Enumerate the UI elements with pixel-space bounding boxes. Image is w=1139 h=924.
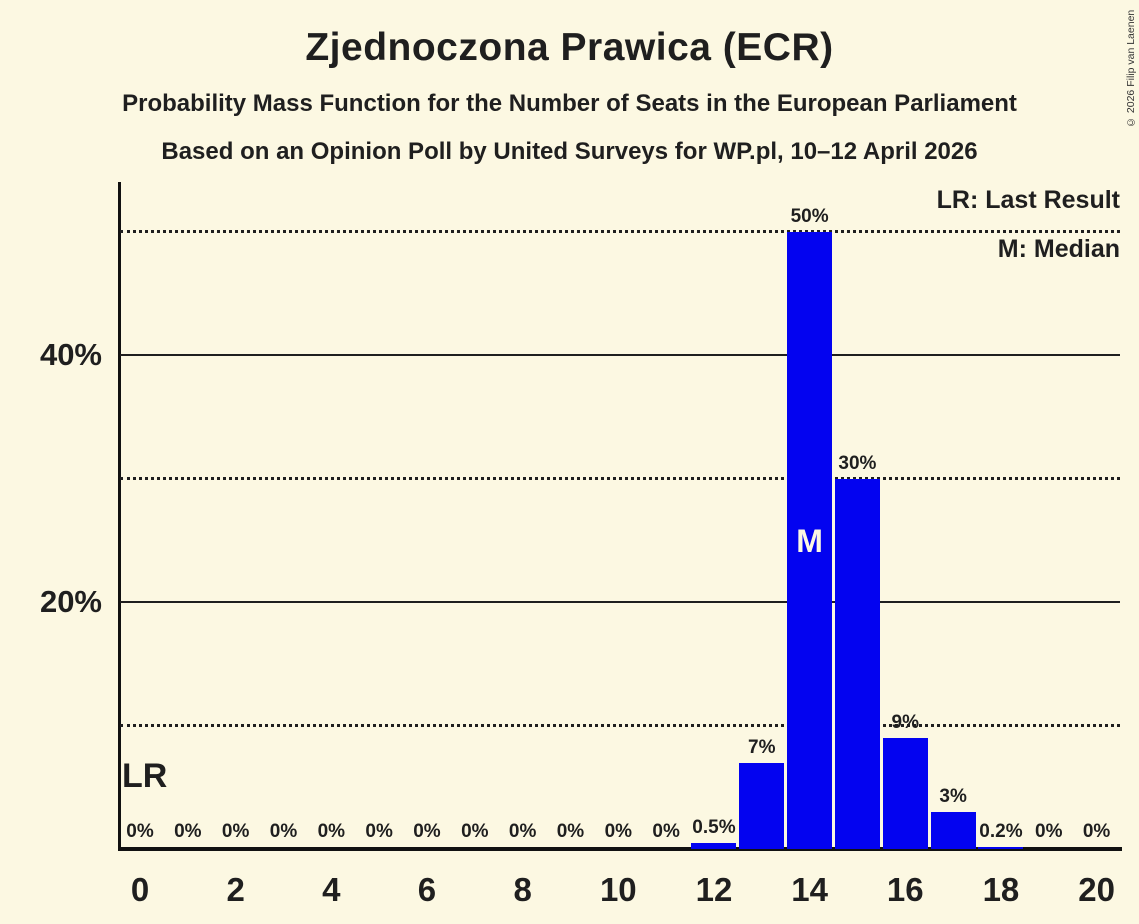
bar-value-label-seat-0: 0% xyxy=(126,821,154,842)
x-tick-seat-6: 6 xyxy=(417,871,437,908)
y-axis-line xyxy=(118,182,121,849)
x-tick-seat-4: 4 xyxy=(322,871,341,908)
gridline-50pct xyxy=(120,230,1120,233)
bar-value-label-seat-16: 9% xyxy=(891,711,919,733)
x-tick-seat-16: 16 xyxy=(886,871,924,908)
bar-value-label-seat-17: 3% xyxy=(939,785,967,807)
bar-seat-14: M xyxy=(787,232,833,849)
bar-value-label-seat-19: 0% xyxy=(1035,821,1063,842)
bar-value-label-seat-11: 0% xyxy=(652,821,680,842)
bar-seat-15 xyxy=(834,478,880,849)
gridline-30pct xyxy=(120,476,1120,480)
bar-value-label-seat-13: 7% xyxy=(748,736,776,758)
bar-seat-12 xyxy=(691,842,737,849)
y-tick-20pct: 20% xyxy=(39,584,102,620)
x-tick-seat-2: 2 xyxy=(226,871,245,908)
x-tick-seat-10: 10 xyxy=(599,871,637,908)
bar-value-label-seat-3: 0% xyxy=(269,821,298,842)
x-tick-seat-12: 12 xyxy=(695,871,733,908)
bar-value-label-seat-6: 0% xyxy=(413,821,441,842)
bar-value-label-seat-4: 0% xyxy=(317,821,346,842)
bar-value-label-seat-20: 0% xyxy=(1082,821,1111,842)
page-title: Zjednoczona Prawica (ECR) xyxy=(305,26,834,69)
legend-last-result: LR: Last Result xyxy=(936,186,1120,214)
plot-area: 0% 0% 0% 0% 0% 0% 0% 0% 0% 0% 0% 0% 0.5% 7% M 50% 30% 9% 3… xyxy=(120,182,1120,849)
subtitle-poll: Based on an Opinion Poll by United Surve… xyxy=(161,138,978,165)
x-tick-seat-18: 18 xyxy=(982,871,1020,908)
bar-value-label-seat-1: 0% xyxy=(174,821,202,842)
bar-value-label-seat-14: 50% xyxy=(790,206,829,227)
x-tick-seat-20: 20 xyxy=(1078,871,1115,908)
x-axis-line xyxy=(118,847,1122,851)
gridline-20pct xyxy=(120,601,1120,604)
bar-value-label-seat-5: 0% xyxy=(365,821,393,842)
median-marker: M xyxy=(796,522,823,559)
bar-value-label-seat-2: 0% xyxy=(221,821,250,842)
legend-median: M: Median xyxy=(997,235,1120,263)
x-tick-seat-14: 14 xyxy=(791,871,828,908)
bar-seat-17 xyxy=(930,811,976,849)
bar-value-label-seat-9: 0% xyxy=(556,821,585,842)
last-result-marker-label: LR xyxy=(122,757,168,795)
bar-value-label-seat-8: 0% xyxy=(508,821,537,842)
bar-seat-13 xyxy=(739,762,785,849)
subtitle-pmf: Probability Mass Function for the Number… xyxy=(122,90,1017,117)
bar-value-label-seat-10: 0% xyxy=(604,821,633,842)
gridline-10pct xyxy=(120,723,1120,727)
y-tick-40pct: 40% xyxy=(39,337,102,373)
copyright-note: © 2026 Filip van Laenen xyxy=(1125,9,1137,128)
bar-seat-16 xyxy=(882,737,928,849)
gridline-40pct xyxy=(120,354,1120,357)
bar-seat-18 xyxy=(978,846,1024,849)
x-tick-seat-8: 8 xyxy=(513,871,532,908)
bar-value-label-seat-12: 0.5% xyxy=(692,816,736,838)
bar-value-label-seat-15: 30% xyxy=(838,452,877,474)
bar-value-label-seat-7: 0% xyxy=(461,821,489,842)
x-tick-seat-0: 0 xyxy=(130,871,150,908)
bar-value-label-seat-18: 0.2% xyxy=(979,820,1023,842)
